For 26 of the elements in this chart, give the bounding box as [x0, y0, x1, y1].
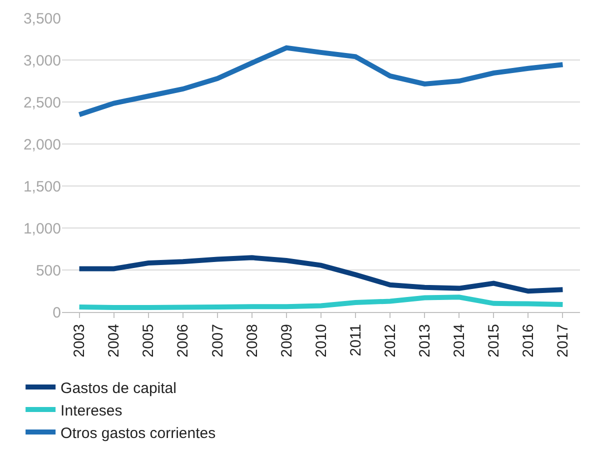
- y-tick-label: 0: [52, 304, 61, 322]
- x-tick-label: 2015: [486, 324, 503, 358]
- x-tick-label: 2017: [554, 324, 572, 358]
- x-tick-label: 2003: [71, 324, 88, 358]
- x-tick-label: 2006: [174, 324, 192, 358]
- x-tick-label: 2010: [312, 324, 330, 358]
- y-tick-label: 1,500: [23, 178, 61, 196]
- y-tick-label: 500: [36, 262, 61, 280]
- x-tick-label: 2009: [278, 324, 296, 358]
- x-tick-label: 2004: [106, 324, 123, 358]
- y-tick-label: 1,000: [23, 220, 61, 238]
- x-tick-label: 2007: [209, 324, 226, 358]
- legend-label: Otros gastos corrientes: [60, 424, 216, 442]
- x-tick-label: 2005: [140, 324, 158, 358]
- y-tick-label: 2,500: [23, 94, 61, 112]
- x-tick-label: 2013: [416, 324, 434, 358]
- x-tick-label: 2016: [520, 324, 538, 358]
- x-tick-label: 2012: [382, 324, 399, 358]
- y-tick-label: 3,000: [23, 52, 61, 70]
- x-tick-label: 2011: [347, 324, 364, 356]
- legend-label: Intereses: [60, 402, 122, 420]
- x-tick-label: 2008: [244, 324, 261, 358]
- legend-label: Gastos de capital: [60, 380, 176, 397]
- x-tick-label: 2014: [451, 324, 468, 358]
- y-tick-label: 3,500: [23, 10, 61, 28]
- y-tick-label: 2,000: [23, 136, 61, 154]
